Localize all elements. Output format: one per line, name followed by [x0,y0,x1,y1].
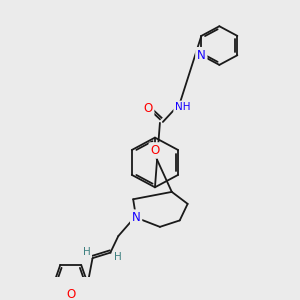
Text: O: O [150,144,160,157]
Text: H: H [114,252,122,262]
Text: O: O [66,289,75,300]
Text: N: N [132,211,140,224]
Text: O: O [143,102,153,115]
Text: NH: NH [175,102,190,112]
Text: N: N [197,49,206,62]
Text: H: H [83,247,91,257]
